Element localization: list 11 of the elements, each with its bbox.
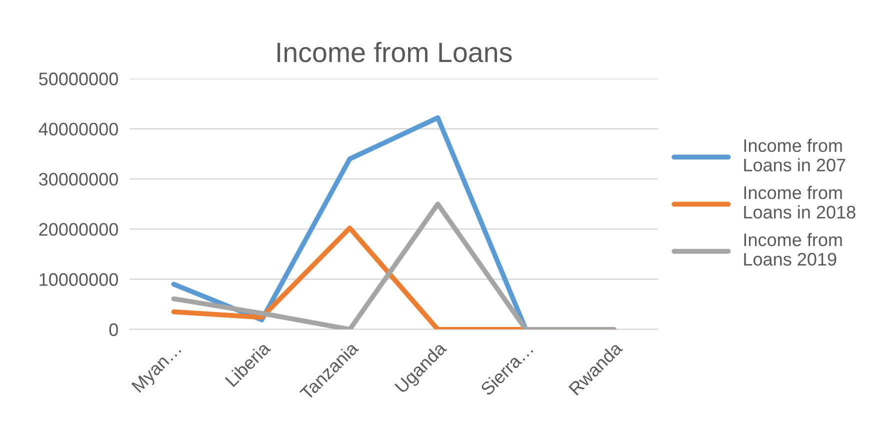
legend-label: Income from Loans 2019 (744, 232, 842, 266)
chart-title: Income from Loans (277, 42, 512, 62)
y-tick-label: 50000000 (39, 72, 118, 86)
y-tick-label: 20000000 (39, 223, 118, 236)
y-tick-label: 30000000 (39, 172, 118, 186)
legend-label: Income from Loans in 207 (744, 138, 846, 172)
line-series (171, 202, 616, 330)
y-tick-label: 0 (109, 323, 118, 336)
legend-label: Income from Loans in 2018 (744, 186, 856, 219)
y-tick-label: 10000000 (40, 273, 118, 286)
y-tick-label: 40000000 (38, 122, 118, 136)
